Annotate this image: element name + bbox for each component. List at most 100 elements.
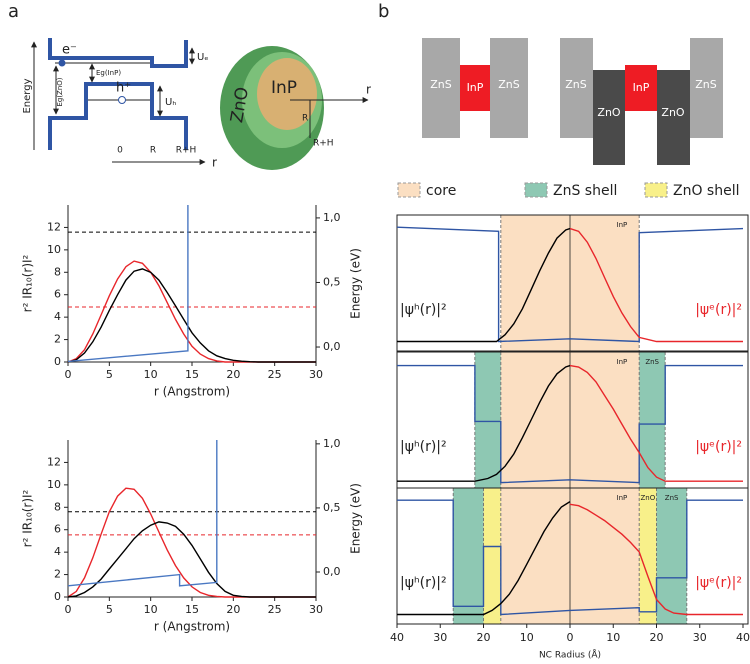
hole-label: |ψʰ(r)|² [400,439,447,455]
layer-label: InP [633,81,650,94]
x-tick-label: 0 [567,631,574,644]
layer [593,70,625,165]
layer [657,70,690,165]
x-tick-label: 10 [606,631,620,644]
region-label: ZnS [645,358,659,366]
data-line [67,205,189,363]
potential-line [397,364,743,484]
legend-label: ZnO shell [673,183,740,199]
r-shell: R+H [313,139,334,149]
x-tick-label: 20 [650,631,664,644]
y-tick-label: 12 [47,220,61,233]
layer-label: ZnS [498,78,520,91]
layer [490,38,528,138]
region-label: ZnS [665,494,679,502]
x-tick-label: 15 [185,603,199,616]
x-tick-label: 5 [106,368,113,381]
r-tick: 0 [117,146,123,156]
potential-line [396,226,744,343]
y2-tick-label: 0,5 [323,275,341,288]
electron-label: e⁻ [62,43,77,58]
electron-dot [58,59,66,67]
conduction-band [48,38,188,68]
gap-label: Eg(InP) [96,69,121,77]
x-tick-label: 25 [268,368,282,381]
hole-line [397,364,571,482]
y-axis-label: r² IR₁₀(r)I² [21,489,35,547]
layer [422,38,460,138]
y-tick-label: 8 [54,500,61,513]
data-line [67,487,316,598]
x-tick-label: 10 [144,368,158,381]
r-label: r [366,83,371,97]
y2-axis-label: Energy (eV) [349,483,363,554]
electron-line [569,364,743,482]
electron-line [569,227,743,343]
region-label: ZnO [640,494,655,502]
axis [67,205,317,363]
y2-tick-label: 0,0 [323,565,341,578]
y-tick-label: 0 [54,590,61,603]
region-label: InP [617,358,628,366]
y-tick-label: 4 [54,545,61,558]
y-tick-label: 2 [54,333,61,346]
legend-swatch [644,182,668,198]
ue-label: Uₑ [197,52,209,63]
region-label: InP [617,494,628,502]
gap-label: Eg(ZnO) [56,77,64,106]
x-tick-label: 25 [268,603,282,616]
x-tick-label: 30 [693,631,707,644]
layer [625,65,657,111]
y2-tick-label: 0,5 [323,501,341,514]
energy-label: Energy [22,78,33,113]
legend-swatch [524,182,548,198]
valence-band [48,82,188,150]
y2-tick-label: 1,0 [323,211,341,224]
y-tick-label: 6 [54,288,61,301]
legend-label: core [426,183,456,199]
layer-label: InP [467,81,484,94]
x-tick-label: 15 [185,368,199,381]
x-tick-label: 30 [309,368,323,381]
hole-line [397,227,571,343]
r-tick: R [150,146,156,156]
layer-label: ZnO [661,106,685,119]
y-tick-label: 6 [54,523,61,536]
layer-label: ZnS [695,78,717,91]
electron-label: |ψᵉ(r)|² [695,575,742,591]
core [257,58,317,130]
shell-diagram: ZnS InP ZnS [422,38,528,138]
data-line [67,260,316,363]
x-tick-label: 10 [144,603,158,616]
layer [690,38,723,138]
panel-label: b [378,1,389,22]
y2-tick-label: 1,0 [323,437,341,450]
shell-diagram: ZnS ZnO InP ZnO ZnS [560,38,723,165]
legend-swatch [397,182,421,198]
y-tick-label: 10 [47,243,61,256]
y-tick-label: 10 [47,478,61,491]
x-tick-label: 40 [390,631,404,644]
core-label: InP [271,78,297,98]
hole-label: h⁺ [116,81,131,96]
y-tick-label: 12 [47,455,61,468]
sphere-diagram: ZnO InP R R+H r [220,46,371,170]
data-line [67,440,218,587]
y-tick-label: 4 [54,310,61,323]
x-axis-label: r (Angstrom) [154,385,230,399]
y-tick-label: 8 [54,265,61,278]
y2-tick-label: 0,0 [323,340,341,353]
layer-label: ZnO [597,106,621,119]
x-tick-label: 20 [226,368,240,381]
r-tick: R+H [176,146,197,156]
r-core: R [302,114,308,124]
r-label: r [212,156,217,170]
electron-line [569,503,743,616]
x-tick-label: 30 [433,631,447,644]
x-tick-label: 0 [65,603,72,616]
y-axis-label: r² IR₁₀(r)I² [21,254,35,312]
x-tick-label: 0 [65,368,72,381]
potential-line [397,499,743,616]
layer-label: ZnS [430,78,452,91]
